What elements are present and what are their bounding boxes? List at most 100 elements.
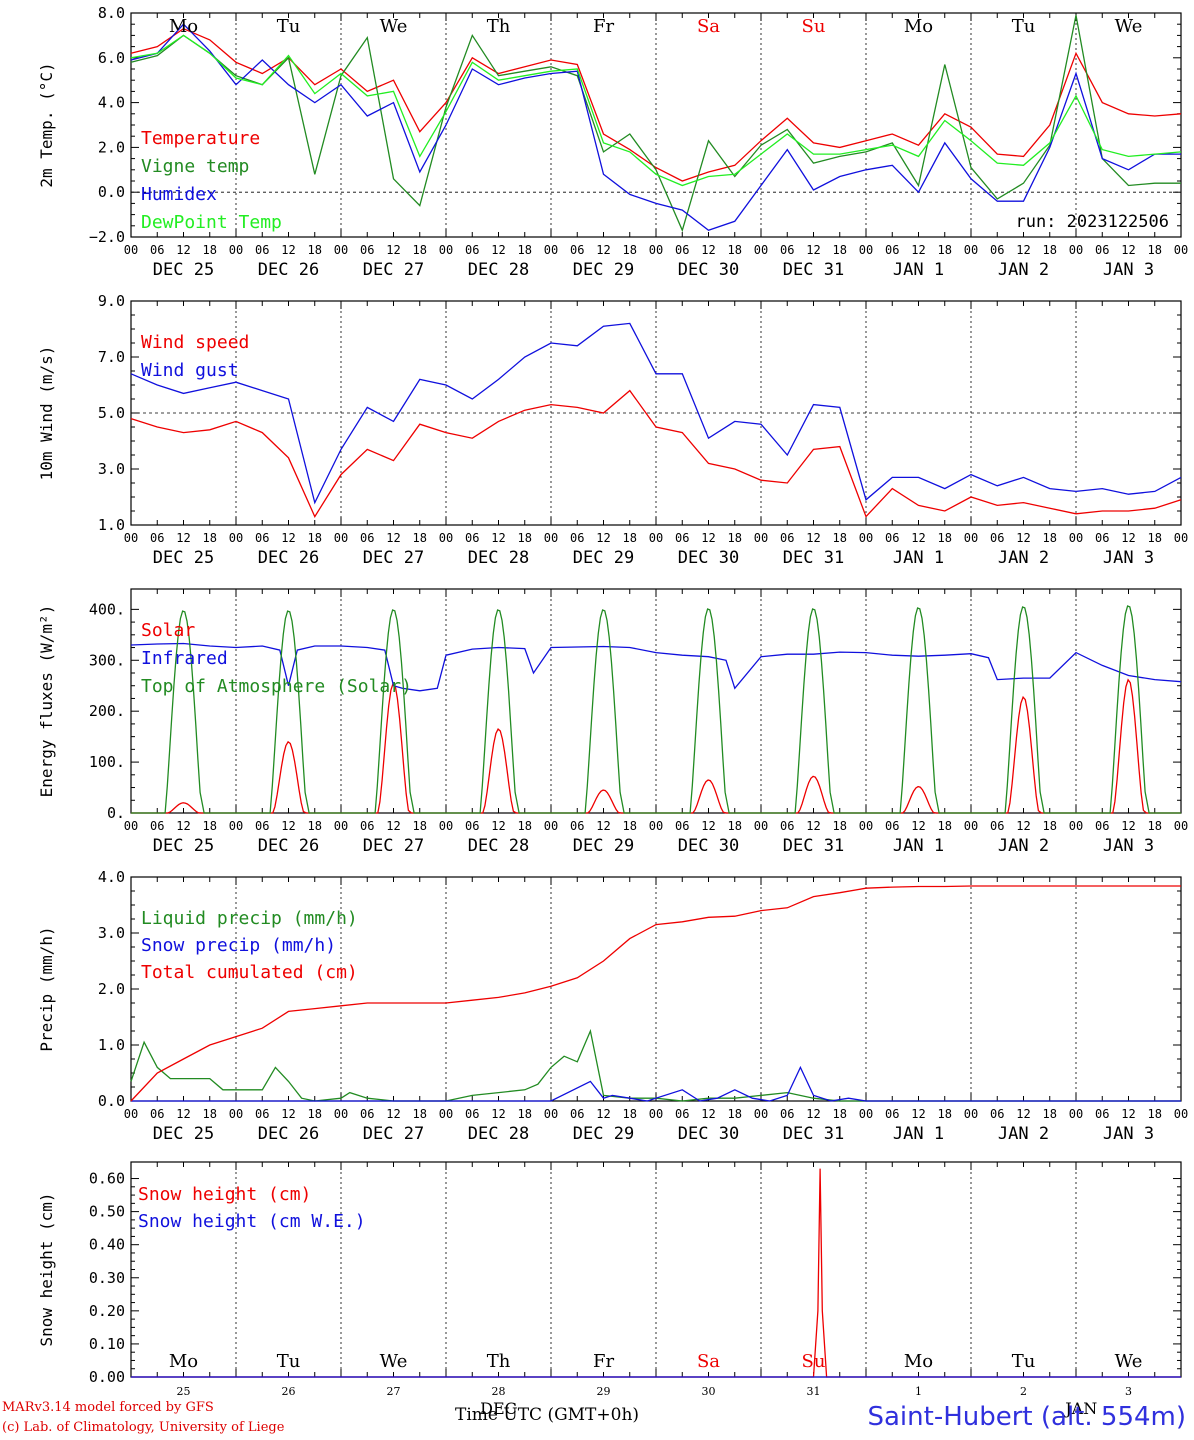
x-hour-label: 12: [701, 1107, 715, 1121]
x-hour-label: 18: [308, 1107, 322, 1121]
x-hour-label: 12: [491, 243, 505, 257]
chart-panel-1: [130, 12, 1182, 238]
x-hour-label: 00: [859, 243, 873, 257]
lab-credit: (c) Lab. of Climatology, University of L…: [2, 1420, 285, 1435]
y-tick-label: 0.0: [98, 1092, 125, 1110]
x-date-label: JAN 3: [1103, 260, 1154, 280]
x-date-label: DEC 31: [783, 1124, 844, 1144]
x-hour-label: 06: [675, 531, 689, 545]
x-hour-label: 12: [596, 819, 610, 833]
x-date-label: DEC 26: [258, 260, 319, 280]
y-tick-label: 3.0: [98, 924, 125, 942]
x-hour-label: 06: [675, 1107, 689, 1121]
legend-entry: DewPoint Temp: [141, 212, 282, 233]
x-hour-label: 06: [885, 1107, 899, 1121]
x-date-label: DEC 30: [678, 836, 739, 856]
x-hour-label: 06: [150, 531, 164, 545]
x-hour-label: 12: [386, 243, 400, 257]
x-hour-label: 18: [833, 243, 847, 257]
x-hour-label: 18: [518, 1107, 532, 1121]
series-line-temperature: [130, 27, 1182, 182]
x-hour-label: 00: [1174, 819, 1188, 833]
x-hour-label: 00: [754, 819, 768, 833]
weekday-label: Fr: [593, 1351, 614, 1372]
x-hour-label: 18: [203, 243, 217, 257]
x-hour-label: 00: [1174, 531, 1188, 545]
series-line-wind-speed: [130, 389, 1182, 518]
x-hour-label: 18: [1148, 531, 1162, 545]
legend-entry: Total cumulated (cm): [141, 962, 358, 983]
x-day-number: 30: [702, 1385, 716, 1398]
x-hour-label: 18: [1043, 819, 1057, 833]
weekday-label: Tu: [277, 1351, 301, 1372]
y-tick-label: 8.0: [98, 4, 125, 22]
x-hour-label: 06: [780, 243, 794, 257]
x-hour-label: 06: [255, 819, 269, 833]
x-hour-label: 12: [806, 1107, 820, 1121]
x-day-number: 29: [597, 1385, 611, 1398]
x-date-label: DEC 28: [468, 548, 529, 568]
series-line-top-of-atmosphere-solar-: [131, 605, 1181, 814]
chart-panel-4: [130, 876, 1182, 1102]
legend-entry: Snow precip (mm/h): [141, 935, 336, 956]
x-date-label: JAN 1: [893, 260, 944, 280]
x-hour-label: 00: [124, 243, 138, 257]
x-hour-label: 00: [649, 531, 663, 545]
legend-entry: Snow height (cm): [138, 1184, 311, 1205]
x-hour-label: 18: [1043, 531, 1057, 545]
chart-panel-5: [130, 1161, 1182, 1378]
x-hour-label: 12: [386, 531, 400, 545]
x-hour-label: 12: [386, 1107, 400, 1121]
x-hour-label: 00: [859, 531, 873, 545]
x-hour-label: 18: [728, 531, 742, 545]
weekday-label: Tu: [277, 16, 301, 37]
x-hour-label: 12: [176, 243, 190, 257]
weekday-label: We: [1115, 16, 1143, 37]
x-date-label: JAN 2: [998, 836, 1049, 856]
x-date-label: DEC 31: [783, 836, 844, 856]
y-tick-label: 100.: [89, 753, 125, 771]
y-tick-label: 3.0: [98, 460, 125, 478]
y-tick-label: 5.0: [98, 404, 125, 422]
x-hour-label: 06: [675, 819, 689, 833]
series-line-snow-precip-mm-h-: [131, 1065, 1181, 1102]
x-hour-label: 12: [1121, 1107, 1135, 1121]
x-hour-label: 00: [964, 1107, 978, 1121]
x-hour-label: 00: [964, 531, 978, 545]
y-axis-label: Snow height (cm): [37, 1192, 56, 1346]
x-hour-label: 12: [491, 1107, 505, 1121]
station-name: Saint-Hubert (alt. 554m): [867, 1402, 1186, 1432]
x-hour-label: 06: [360, 531, 374, 545]
x-hour-label: 00: [124, 1107, 138, 1121]
weekday-label: We: [380, 16, 408, 37]
x-hour-label: 12: [1016, 531, 1030, 545]
x-hour-label: 00: [124, 819, 138, 833]
x-hour-label: 00: [439, 1107, 453, 1121]
x-hour-label: 06: [570, 1107, 584, 1121]
series-line-total-cumulated-cm-: [130, 885, 1181, 1102]
y-tick-label: 1.0: [98, 1036, 125, 1054]
weekday-label: Th: [487, 16, 511, 37]
x-date-label: JAN 2: [998, 260, 1049, 280]
x-hour-label: 12: [386, 819, 400, 833]
x-date-label: DEC 25: [153, 1124, 214, 1144]
x-hour-label: 06: [990, 243, 1004, 257]
x-hour-label: 06: [570, 531, 584, 545]
x-hour-label: 06: [780, 531, 794, 545]
x-hour-label: 00: [649, 819, 663, 833]
x-hour-label: 18: [1043, 243, 1057, 257]
run-annotation: run: 2023122506: [1015, 212, 1169, 232]
x-hour-label: 18: [623, 819, 637, 833]
x-hour-label: 18: [833, 1107, 847, 1121]
y-tick-label: 0.40: [89, 1236, 125, 1254]
weekday-label: Tu: [1012, 16, 1036, 37]
x-date-label: DEC 31: [783, 260, 844, 280]
x-hour-label: 18: [938, 1107, 952, 1121]
x-hour-label: 06: [150, 819, 164, 833]
x-hour-label: 06: [465, 243, 479, 257]
x-hour-label: 12: [1121, 531, 1135, 545]
x-hour-label: 00: [754, 531, 768, 545]
series-line-wind-gust: [130, 322, 1182, 505]
x-date-label: DEC 27: [363, 1124, 424, 1144]
